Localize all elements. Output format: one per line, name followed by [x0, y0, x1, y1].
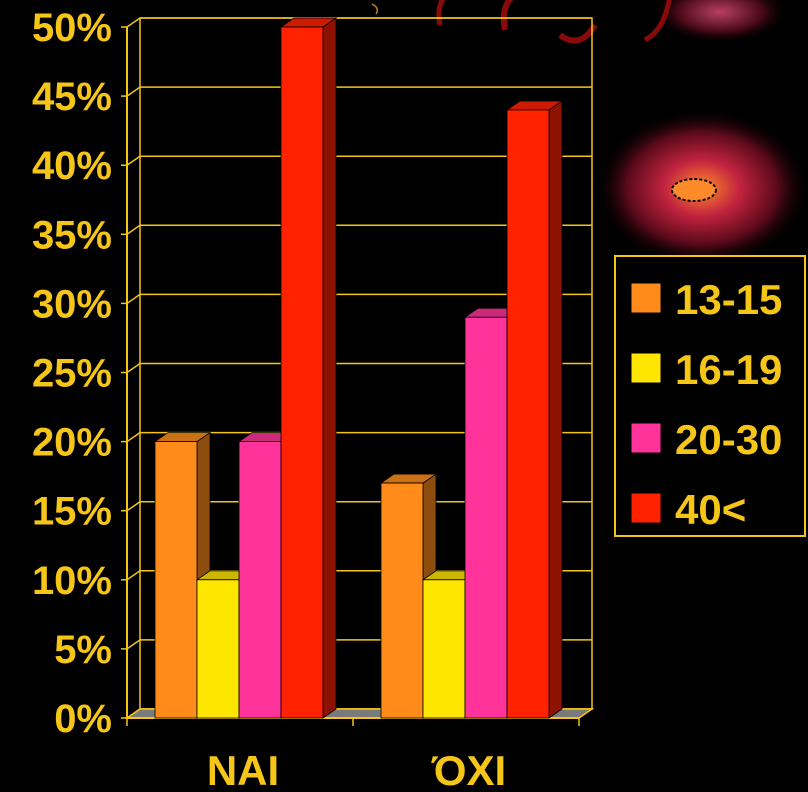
gridline-side	[126, 86, 141, 97]
y-tick-label: 45%	[32, 75, 112, 119]
gridline-side	[126, 293, 141, 305]
x-category-label: ΌΧΙ	[431, 747, 506, 792]
y-tick-label: 15%	[32, 490, 112, 534]
y-tick-label: 20%	[32, 421, 112, 465]
y-tick-label: 40%	[32, 144, 112, 188]
legend-label: 40<	[675, 486, 746, 533]
gridline-side	[126, 570, 141, 581]
x-category-label: NAI	[207, 747, 279, 792]
legend-swatch	[630, 352, 662, 384]
bar	[279, 17, 338, 719]
decorative-ornament	[371, 0, 808, 268]
bar	[505, 100, 564, 719]
legend-label: 16-19	[675, 346, 782, 393]
gridline-side	[126, 501, 141, 512]
y-tick-label: 10%	[32, 559, 112, 603]
legend-swatch	[630, 492, 662, 524]
legend: 13-15 16-19 20-30 40<	[614, 255, 806, 537]
x-category-labels: NAI ΌΧΙ	[207, 747, 506, 792]
gridline-side	[126, 17, 141, 28]
y-tick-label: 25%	[32, 352, 112, 396]
gridline-side	[126, 639, 141, 650]
legend-swatch	[630, 422, 662, 454]
y-tick-label: 30%	[32, 282, 112, 326]
y-tick-labels: 0% 5% 10% 15% 20% 25% 30% 35% 40% 45% 50%	[32, 6, 112, 741]
gridline-side	[126, 362, 141, 374]
legend-label: 13-15	[675, 276, 782, 323]
y-tick-label: 5%	[54, 628, 112, 672]
gridline-side	[126, 155, 141, 166]
bar-group	[153, 17, 564, 719]
legend-label: 20-30	[675, 416, 782, 463]
gridline-side	[126, 224, 141, 235]
legend-swatch	[630, 282, 662, 314]
y-tick-label: 50%	[32, 6, 112, 50]
y-tick-label: 0%	[54, 697, 112, 741]
y-tick-label: 35%	[32, 213, 112, 257]
gridline-side	[126, 431, 141, 443]
